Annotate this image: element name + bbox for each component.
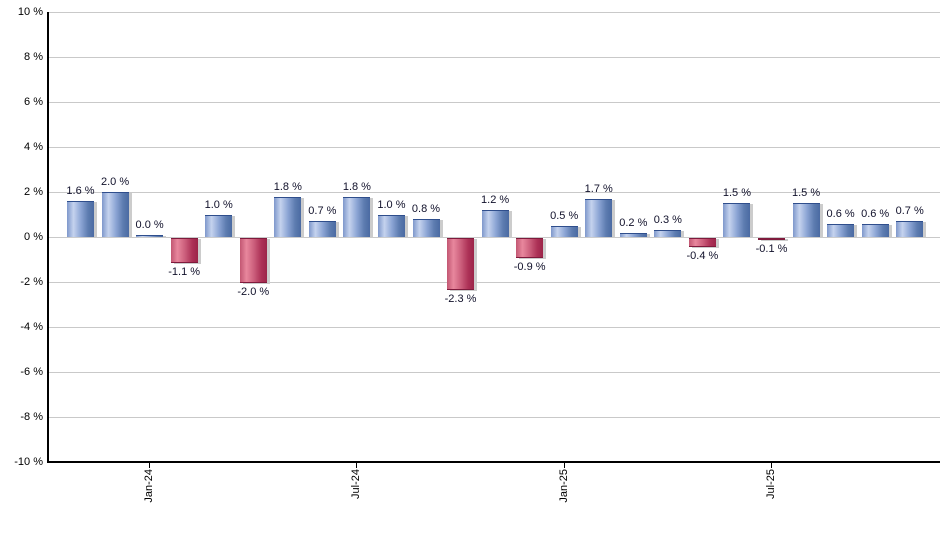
bar-value-label: 1.0 % <box>377 198 406 211</box>
gridline <box>49 102 940 103</box>
bar <box>585 198 613 237</box>
gridline <box>49 12 940 13</box>
bar <box>447 238 475 290</box>
bar-value-label: -2.0 % <box>237 286 270 298</box>
bar-value-label: 0.6 % <box>861 207 890 220</box>
y-tick-label: -8 % <box>20 411 43 423</box>
bar <box>619 232 647 237</box>
gridline <box>49 327 940 328</box>
y-tick-label: 2 % <box>24 186 43 198</box>
bar <box>723 203 751 237</box>
x-tick-mark <box>771 461 772 468</box>
x-tick-label: Jul-24 <box>350 469 363 499</box>
bar <box>792 203 820 237</box>
x-tick-label: Jul-25 <box>765 469 777 499</box>
bar-value-label: 0.7 % <box>895 205 924 218</box>
bar-value-label: -1.1 % <box>168 265 201 278</box>
y-tick-label: -2 % <box>20 276 43 288</box>
bar <box>170 238 198 263</box>
bar-value-label: 0.7 % <box>308 205 337 218</box>
x-tick-mark <box>356 461 358 468</box>
x-axis-line <box>47 461 940 463</box>
bar <box>343 196 371 237</box>
bar-value-label: 1.8 % <box>273 180 302 193</box>
bar-value-label: 1.6 % <box>66 185 95 197</box>
y-axis-line <box>47 12 49 462</box>
y-tick-label: 0 % <box>24 231 43 243</box>
bar-value-label: 1.2 % <box>481 194 510 206</box>
bar-value-label: -0.1 % <box>755 243 788 256</box>
bar-value-label: 2.0 % <box>100 176 130 188</box>
gridline <box>49 237 940 238</box>
bar <box>758 238 785 241</box>
bar <box>377 214 405 237</box>
x-tick-label: Jan-25 <box>557 469 570 503</box>
gridline <box>49 57 940 58</box>
bar-value-label: 1.8 % <box>342 180 371 193</box>
y-tick-label: 4 % <box>24 141 43 153</box>
bar-value-label: 0.2 % <box>619 216 648 229</box>
gridline <box>49 372 940 373</box>
y-tick-label: 10 % <box>17 6 43 18</box>
bar-value-label: 0.0 % <box>135 219 164 231</box>
bar <box>308 221 336 237</box>
y-tick-label: -4 % <box>20 321 43 333</box>
gridline <box>49 282 940 283</box>
bar <box>67 201 94 237</box>
bar-value-label: 0.3 % <box>653 214 682 227</box>
x-tick-mark <box>149 461 151 468</box>
bar-value-label: 0.6 % <box>826 207 855 220</box>
bar <box>896 221 924 237</box>
bar <box>274 196 302 237</box>
x-tick-mark <box>563 461 565 468</box>
gridline <box>49 192 940 193</box>
bar-value-label: -2.3 % <box>444 292 477 305</box>
bar-value-label: 1.5 % <box>722 187 752 200</box>
y-tick-label: 6 % <box>24 96 43 108</box>
bar <box>550 225 578 237</box>
bar <box>136 235 164 237</box>
bar <box>654 230 682 237</box>
bar <box>205 214 233 237</box>
gridline <box>49 147 940 148</box>
x-tick-label: Jan-24 <box>143 469 156 503</box>
y-tick-label: -10 % <box>14 456 43 468</box>
y-tick-label: -6 % <box>20 366 43 378</box>
bar <box>827 223 855 237</box>
bar-value-label: 0.5 % <box>550 209 579 222</box>
bar <box>688 238 716 247</box>
bar <box>412 219 440 237</box>
bar-value-label: -0.9 % <box>513 261 546 274</box>
bar-value-label: 1.0 % <box>204 198 233 211</box>
bar-value-label: -0.4 % <box>686 250 719 262</box>
bar <box>516 238 544 259</box>
bar-value-label: 0.8 % <box>411 203 441 215</box>
bar <box>481 210 509 237</box>
bar <box>239 238 267 283</box>
bar <box>861 223 889 237</box>
bar <box>101 192 129 237</box>
y-tick-label: 8 % <box>24 51 43 63</box>
gridline <box>49 417 940 418</box>
bar-value-label: 1.7 % <box>584 182 613 195</box>
bar-value-label: 1.5 % <box>791 187 821 200</box>
